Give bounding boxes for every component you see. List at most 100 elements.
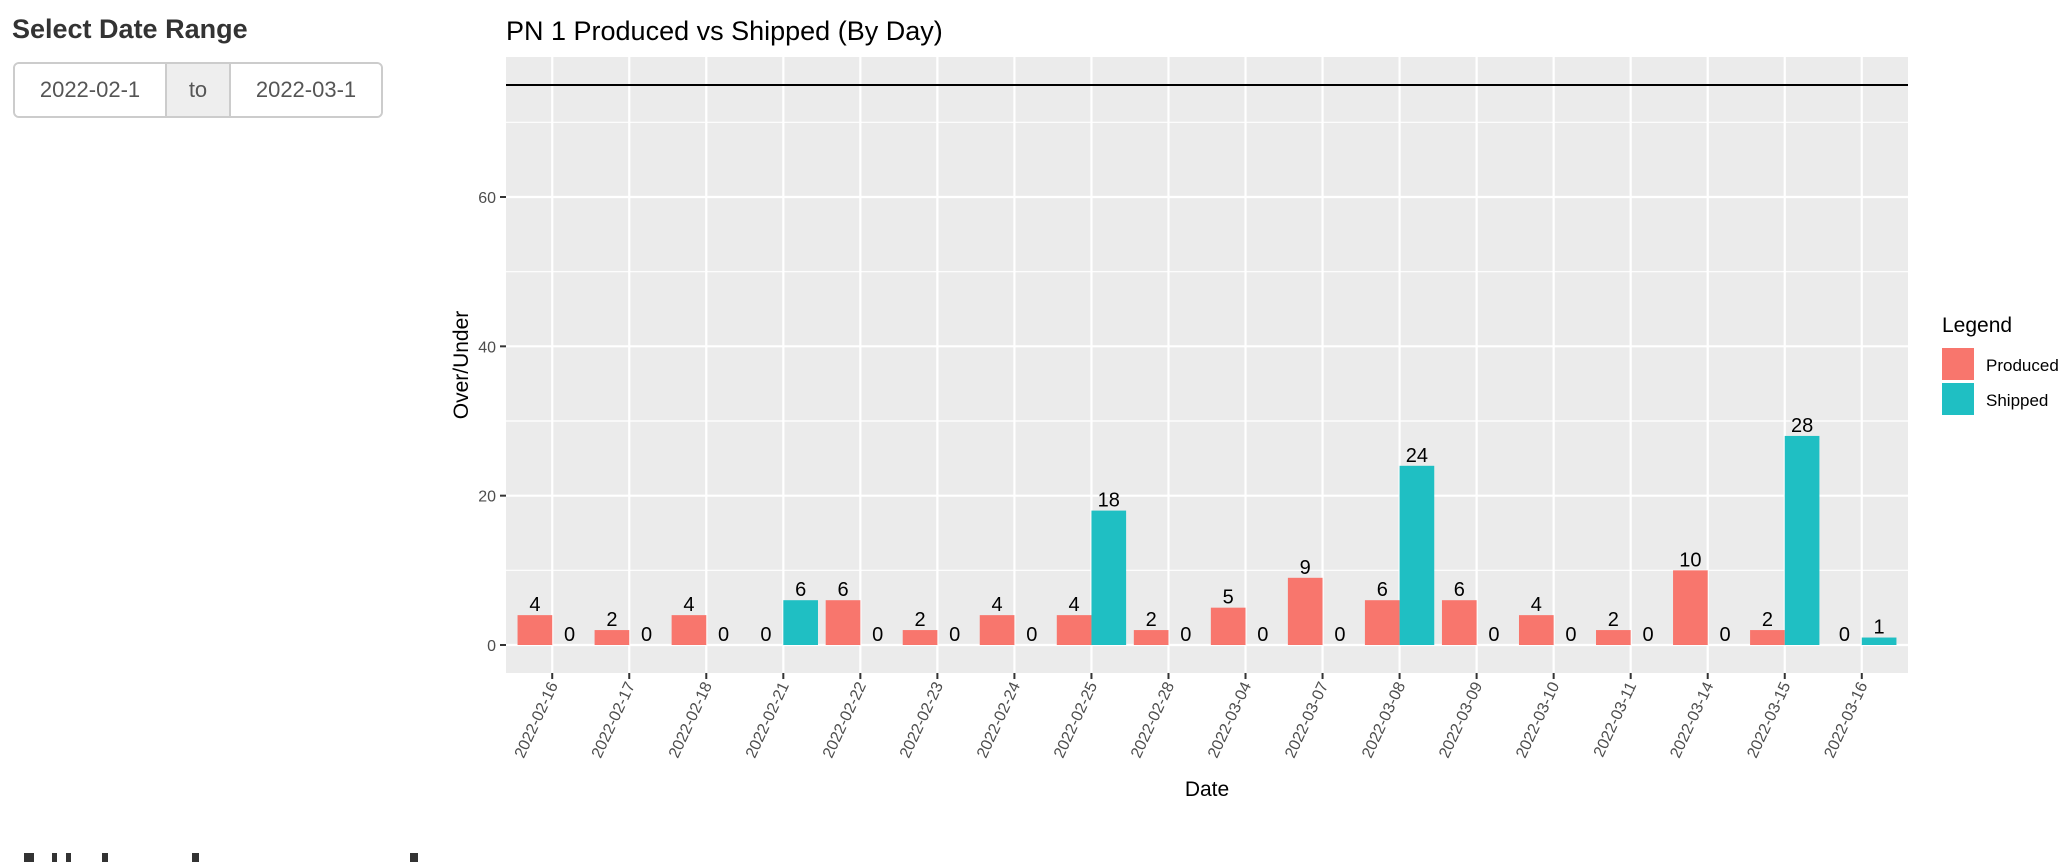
bar-value-label: 0	[872, 624, 883, 646]
x-tick-label: 2022-03-16	[1821, 679, 1871, 760]
bar-produced	[1364, 600, 1400, 645]
x-tick-label: 2022-03-07	[1282, 679, 1332, 760]
bar-value-label: 4	[683, 594, 694, 616]
chart-title: PN 1 Produced vs Shipped (By Day)	[506, 16, 943, 46]
bar-produced	[1750, 630, 1785, 645]
bar-shipped	[1861, 637, 1897, 645]
bar-produced	[902, 630, 938, 645]
bar-value-label: 1	[1874, 617, 1885, 639]
bar-value-label: 2	[1762, 609, 1773, 631]
bar-shipped	[783, 600, 818, 645]
bar-produced	[517, 615, 553, 645]
bar-value-label: 9	[1300, 557, 1311, 579]
x-tick-label: 2022-02-18	[666, 679, 716, 760]
bar-value-label: 10	[1679, 549, 1701, 571]
bar-produced	[979, 615, 1015, 645]
x-tick-label: 2022-03-04	[1205, 679, 1255, 760]
bar-produced	[594, 630, 630, 645]
bar-value-label: 4	[1069, 594, 1080, 616]
bar-produced	[1596, 630, 1631, 645]
legend-label-shipped: Shipped	[1986, 391, 2048, 410]
x-tick-label: 2022-02-25	[1051, 679, 1101, 760]
y-axis-title: Over/Under	[450, 311, 473, 420]
legend: Legend Produced Shipped	[1942, 314, 2059, 415]
legend-title: Legend	[1942, 314, 2012, 337]
bar-produced	[1056, 615, 1092, 645]
x-tick-label: 2022-02-21	[743, 679, 793, 760]
bar-value-label: 6	[795, 579, 806, 601]
x-axis: 2022-02-16 2022-02-17 2022-02-18 2022-02-21…	[512, 673, 1871, 761]
bar-produced	[1210, 607, 1246, 645]
date-range-separator: to	[165, 64, 231, 116]
bar-value-label: 0	[1334, 624, 1345, 646]
date-range-input: to	[13, 62, 383, 118]
bar-value-label: 18	[1098, 490, 1120, 512]
x-tick-label: 2022-02-22	[820, 679, 870, 760]
x-tick-label: 2022-02-24	[974, 679, 1024, 760]
legend-swatch-produced	[1942, 348, 1974, 380]
bar-produced	[1441, 600, 1477, 645]
bar-value-label: 4	[992, 594, 1003, 616]
x-tick-label: 2022-03-15	[1744, 679, 1794, 760]
bars	[517, 435, 1897, 645]
bar-value-label: 5	[1223, 587, 1234, 609]
end-date-input[interactable]	[231, 64, 381, 116]
legend-swatch-shipped	[1942, 383, 1974, 415]
bar-value-label: 0	[1565, 624, 1576, 646]
bar-shipped	[1784, 435, 1820, 645]
bar-value-label: 0	[641, 624, 652, 646]
x-tick-label: 2022-03-14	[1667, 679, 1717, 760]
bar-value-label: 0	[949, 624, 960, 646]
bar-value-label: 6	[1377, 579, 1388, 601]
clipped-section-heading	[22, 853, 442, 862]
x-tick-label: 2022-02-23	[897, 679, 947, 760]
bar-value-label: 28	[1791, 415, 1813, 437]
bar-produced	[1133, 630, 1169, 645]
bar-value-label: 4	[529, 594, 540, 616]
grid-minor	[506, 121, 1908, 571]
x-tick-label: 2022-03-08	[1359, 679, 1409, 760]
y-tick-label: 40	[478, 339, 496, 356]
bar-value-label: 2	[1608, 609, 1619, 631]
bar-produced	[1673, 570, 1708, 645]
grid-major	[506, 57, 1908, 673]
x-tick-label: 2022-02-16	[512, 679, 562, 760]
bar-produced	[1287, 577, 1323, 645]
x-tick-label: 2022-03-10	[1513, 679, 1563, 760]
bar-value-label: 6	[1454, 579, 1465, 601]
bar-value-label: 0	[1488, 624, 1499, 646]
bar-shipped	[1091, 510, 1127, 645]
bar-value-label: 2	[606, 609, 617, 631]
x-tick-label: 2022-03-11	[1591, 679, 1641, 759]
x-tick-label: 2022-02-17	[589, 679, 639, 760]
start-date-input[interactable]	[15, 64, 165, 116]
bar-produced	[671, 615, 707, 645]
bar-value-label: 4	[1531, 594, 1542, 616]
y-axis: 0 20 40 60	[478, 190, 506, 655]
bar-produced	[825, 600, 861, 645]
bar-value-label: 0	[1642, 624, 1653, 646]
bar-produced	[1518, 615, 1554, 645]
bar-value-label: 0	[1257, 624, 1268, 646]
bar-value-label: 24	[1406, 445, 1428, 467]
x-axis-title: Date	[1185, 778, 1229, 801]
bar-value-label: 2	[914, 609, 925, 631]
bar-value-label: 0	[1719, 624, 1730, 646]
x-tick-label: 2022-02-28	[1128, 679, 1178, 760]
bar-value-label: 2	[1146, 609, 1157, 631]
bar-value-label: 0	[760, 624, 771, 646]
date-range-heading: Select Date Range	[12, 14, 248, 44]
bar-shipped	[1399, 465, 1435, 645]
y-tick-label: 20	[478, 489, 496, 506]
bar-value-label: 0	[718, 624, 729, 646]
y-tick-label: 0	[487, 638, 496, 655]
bar-value-label: 6	[837, 579, 848, 601]
bar-value-label: 0	[1180, 624, 1191, 646]
bar-value-label: 0	[564, 624, 575, 646]
x-tick-label: 2022-03-09	[1436, 679, 1486, 760]
bar-value-label: 0	[1839, 624, 1850, 646]
legend-label-produced: Produced	[1986, 356, 2059, 375]
bar-value-label: 0	[1026, 624, 1037, 646]
